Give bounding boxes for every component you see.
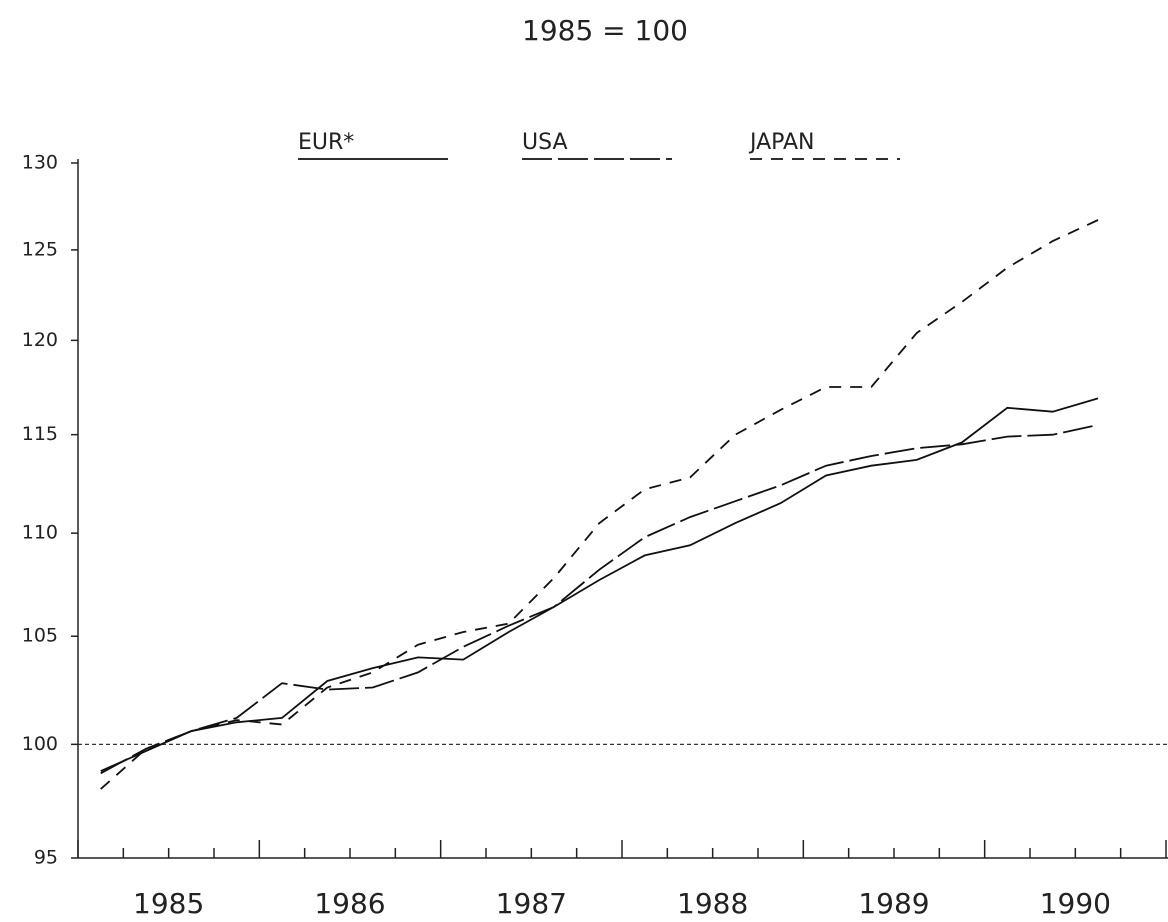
y-tick-label: 130 xyxy=(22,152,58,174)
legend-label: USA xyxy=(522,130,568,155)
y-tick-label: 105 xyxy=(22,625,58,647)
y-tick-label: 95 xyxy=(34,847,58,869)
series-line xyxy=(100,424,1099,775)
x-tick-label: 1985 xyxy=(133,887,204,920)
legend-label: JAPAN xyxy=(748,130,815,155)
series-line xyxy=(100,219,1099,790)
series-line xyxy=(100,397,1099,772)
x-tick-label: 1987 xyxy=(496,887,567,920)
y-tick-label: 125 xyxy=(22,238,58,260)
x-tick-label: 1988 xyxy=(677,887,748,920)
x-tick-label: 1990 xyxy=(1040,887,1111,920)
y-tick-label: 110 xyxy=(22,522,58,544)
x-tick-label: 1986 xyxy=(314,887,385,920)
legend-label: EUR* xyxy=(298,130,354,155)
y-tick-label: 100 xyxy=(22,733,58,755)
y-tick-label: 120 xyxy=(22,329,58,351)
y-tick-label: 115 xyxy=(22,423,58,445)
chart-title: 1985 = 100 xyxy=(522,14,688,47)
x-tick-label: 1989 xyxy=(858,887,929,920)
